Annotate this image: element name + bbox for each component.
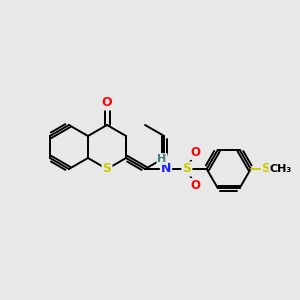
Text: O: O [190,146,200,159]
Text: O: O [102,97,112,110]
Text: N: N [161,163,171,176]
Text: S: S [103,163,112,176]
Text: S: S [182,163,191,176]
Text: CH₃: CH₃ [269,164,292,174]
Text: H: H [158,154,166,164]
Text: O: O [190,179,200,192]
Text: S: S [262,163,271,176]
